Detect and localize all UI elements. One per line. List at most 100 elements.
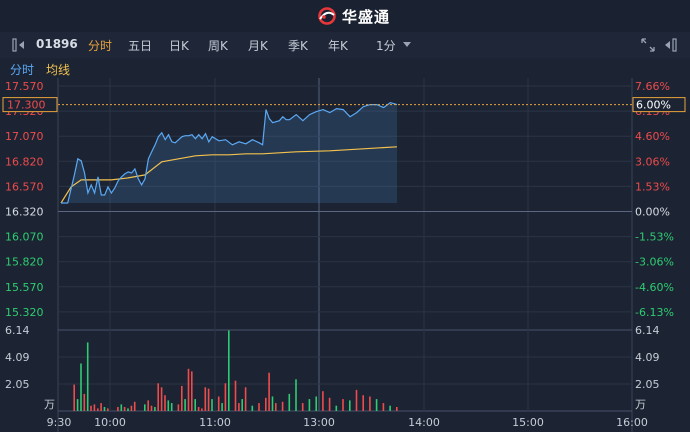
volume-bar: [103, 407, 106, 411]
volume-unit-label-right: 万: [635, 398, 646, 411]
current-pct-label: 6.00%: [636, 99, 671, 112]
legend-price[interactable]: 分时: [10, 63, 35, 77]
volume-tick-label: 2.05: [5, 378, 30, 391]
volume-bar: [90, 405, 92, 411]
volume-bar: [197, 407, 200, 411]
pct-tick-label: 3.06%: [635, 155, 670, 168]
volume-bar: [93, 404, 96, 411]
volume-bar: [117, 407, 119, 411]
volume-bar: [322, 391, 324, 411]
tab-monthly-k[interactable]: 月K: [248, 39, 268, 53]
current-price-box: [2, 97, 58, 113]
volume-bar: [86, 342, 89, 411]
volume-bar: [275, 403, 277, 411]
tab-daily-k[interactable]: 日K: [169, 39, 189, 53]
expand-icon[interactable]: [641, 38, 655, 52]
volume-bar: [144, 404, 146, 411]
volume-bar: [207, 388, 210, 411]
volume-bar: [295, 379, 297, 411]
volume-bar: [154, 407, 156, 411]
volume-bar: [355, 389, 358, 411]
intraday-chart: 17.5707.66%17.3206.13%17.0704.60%16.8203…: [0, 78, 690, 432]
volume-bar: [375, 399, 378, 411]
brand: 华盛通: [316, 6, 390, 26]
indicator-bar: [0, 58, 690, 78]
price-tick-label: 16.320: [5, 206, 44, 219]
time-tick-label: 15:00: [512, 416, 544, 429]
drag-handle-icon[interactable]: [12, 38, 26, 52]
tab-five-day[interactable]: 五日: [128, 39, 153, 53]
price-line: [61, 101, 398, 204]
volume-bar: [167, 400, 170, 411]
stock-code: 01896: [36, 37, 78, 51]
tab-weekly-k[interactable]: 周K: [208, 39, 228, 53]
time-tick-label: 13:00: [303, 416, 335, 429]
period-select[interactable]: 1分: [376, 39, 396, 53]
tab-quarterly-k[interactable]: 季K: [288, 39, 308, 53]
volume-bar: [362, 395, 364, 411]
volume-bar: [349, 400, 351, 411]
brand-logo-icon: [318, 7, 336, 25]
volume-bar: [288, 393, 291, 411]
volume-bar: [234, 380, 237, 411]
legend-avg[interactable]: 均线: [46, 63, 71, 77]
volume-bar: [127, 408, 129, 411]
volume-bar: [281, 401, 284, 411]
tab-yearly-k[interactable]: 年K: [328, 39, 348, 53]
volume-bar: [73, 384, 75, 411]
collapse-panel-icon[interactable]: [663, 38, 677, 52]
volume-bar: [315, 396, 317, 411]
pct-tick-label: -3.06%: [635, 256, 674, 269]
volume-bar: [328, 397, 331, 411]
volume-bar: [241, 399, 243, 411]
volume-bar: [157, 383, 159, 411]
volume-bar: [150, 405, 153, 411]
pct-tick-label: 4.60%: [635, 130, 670, 143]
volume-bar: [268, 372, 270, 411]
volume-bar: [221, 403, 223, 411]
volume-bar: [308, 399, 311, 411]
avg-line: [60, 146, 398, 204]
volume-tick-label-right: 2.05: [635, 378, 660, 391]
volume-bar: [369, 396, 371, 411]
volume-bar: [120, 404, 123, 411]
current-pct-box: [632, 97, 686, 113]
pct-tick-label: -6.13%: [635, 306, 674, 319]
volume-bar: [211, 399, 213, 411]
volume-tick-label-right: 4.09: [635, 351, 660, 364]
volume-bar: [100, 403, 102, 411]
price-tick-label: 17.570: [5, 80, 44, 93]
volume-bar: [191, 371, 193, 411]
chevron-down-icon[interactable]: [403, 42, 411, 47]
volume-bar: [251, 405, 254, 411]
volume-tick-label: 4.09: [5, 351, 30, 364]
volume-unit-label: 万: [44, 398, 55, 411]
volume-bar: [181, 385, 183, 411]
volume-bar: [107, 408, 109, 411]
pct-tick-label: -4.60%: [635, 281, 674, 294]
volume-bar: [342, 399, 344, 411]
volume-bar: [396, 407, 398, 411]
price-tick-label: 15.570: [5, 281, 44, 294]
volume-bar: [97, 408, 99, 411]
volume-bar: [258, 403, 260, 411]
pct-tick-label: -1.53%: [635, 231, 674, 244]
pct-tick-label: 7.66%: [635, 80, 670, 93]
volume-bar: [301, 403, 304, 411]
volume-bar: [228, 330, 230, 411]
volume-bar: [147, 400, 149, 411]
price-tick-label: 16.820: [5, 155, 44, 168]
price-area: [61, 102, 397, 203]
volume-bar: [83, 393, 86, 411]
brand-name: 华盛通: [342, 7, 391, 26]
volume-bar: [133, 401, 136, 411]
volume-bar: [265, 397, 267, 411]
time-tick-label: 16:00: [616, 416, 648, 429]
volume-bar: [271, 396, 274, 411]
volume-bar: [238, 403, 240, 411]
tab-intraday[interactable]: 分时: [88, 39, 113, 53]
price-tick-label: 17.070: [5, 130, 44, 143]
price-tick-label: 16.070: [5, 231, 44, 244]
chart-grid: [57, 78, 633, 432]
volume-bar: [187, 368, 190, 411]
